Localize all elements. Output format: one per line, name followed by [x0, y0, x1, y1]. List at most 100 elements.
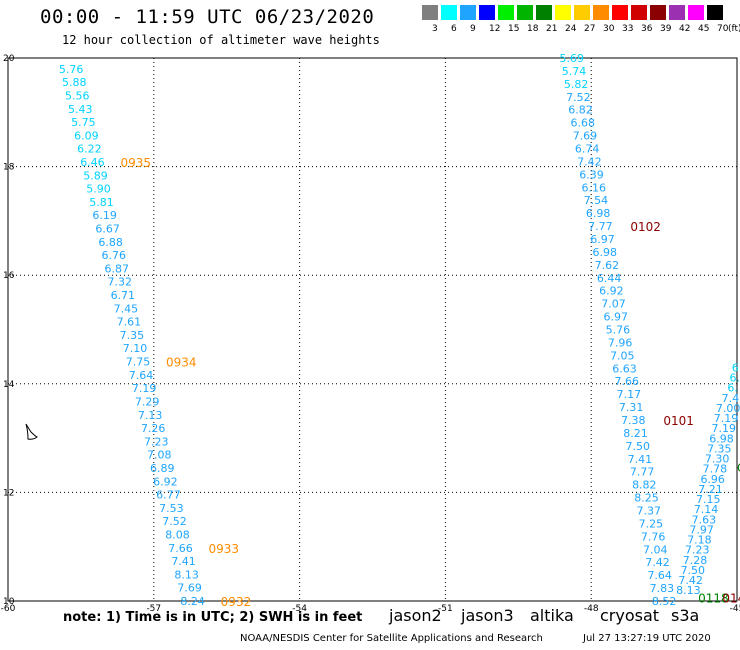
wave-height-value: 7.17	[617, 388, 642, 401]
color-swatch-70	[707, 5, 723, 20]
wave-height-value: 7.21	[698, 483, 723, 496]
wave-height-value: 7.76	[641, 530, 666, 543]
legend-mission-jason2: jason2	[389, 606, 442, 625]
wave-height-value: 6.16	[581, 181, 606, 194]
wave-height-value: 7.78	[703, 463, 728, 476]
wave-height-value: 7.63	[692, 513, 717, 526]
wave-height-value: 7.19	[714, 412, 739, 425]
lon-tick-label: -60	[1, 604, 16, 614]
wave-height-value: 7.50	[625, 440, 650, 453]
color-scale-label: 36	[641, 24, 653, 34]
legend-mission-s3a: s3a	[671, 606, 700, 625]
pass-time-label: 0934	[166, 356, 197, 370]
wave-height-value: 7.69	[177, 582, 202, 595]
legend-mission-jason3: jason3	[461, 606, 514, 625]
wave-height-value: 7.31	[619, 401, 644, 414]
wave-height-value: 7.29	[135, 395, 160, 408]
wave-height-value: 7.64	[129, 369, 154, 382]
color-swatch-18	[517, 5, 533, 20]
wave-height-value: 5.56	[65, 89, 90, 102]
wave-height-value: 6.63	[612, 362, 637, 375]
legend-mission-altika: altika	[530, 606, 574, 625]
color-scale-label: 9	[470, 24, 476, 34]
wave-height-value: 7.52	[162, 515, 187, 528]
island-outline	[25, 423, 38, 440]
wave-height-value: 6.98	[592, 246, 617, 259]
wave-height-value: 5.82	[564, 78, 589, 91]
wave-height-value: 6.19	[92, 209, 117, 222]
wave-height-value: 7.77	[630, 466, 655, 479]
wave-height-value: 7.64	[647, 569, 672, 582]
color-swatch-15	[498, 5, 514, 20]
lat-tick-label: 14	[3, 380, 15, 390]
wave-height-value: 5.76	[59, 63, 84, 76]
lat-tick-label: 18	[3, 163, 15, 173]
wave-height-value: 5.74	[562, 65, 587, 78]
wave-height-value: 5.89	[83, 169, 108, 182]
wave-height-value: 7.52	[566, 91, 591, 104]
wave-height-value: 6.92	[599, 285, 624, 298]
color-swatch-6	[441, 5, 457, 20]
wave-height-value: 7.25	[639, 517, 664, 530]
color-swatch-24	[555, 5, 571, 20]
color-scale-unit: (ft)	[728, 24, 740, 34]
page-subtitle: 12 hour collection of altimeter wave hei…	[62, 33, 380, 47]
color-swatch-12	[479, 5, 495, 20]
lat-tick-label: 10	[3, 597, 15, 607]
wave-height-value: 7.10	[123, 342, 148, 355]
wave-height-value: 6.97	[590, 233, 615, 246]
pass-time-label: 0118	[698, 591, 729, 605]
credit-line: NOAA/NESDIS Center for Satellite Applica…	[240, 633, 543, 644]
wave-height-value: 7.00	[716, 402, 740, 415]
wave-height-value: 7.07	[601, 298, 626, 311]
wave-height-value: 6.68	[571, 117, 596, 130]
wave-height-value: 7.18	[687, 534, 712, 547]
wave-height-value: 7.41	[171, 555, 196, 568]
wave-height-value: 7.38	[621, 414, 646, 427]
wave-height-value: 6.44	[597, 272, 622, 285]
wave-height-value: 7.23	[685, 544, 710, 557]
wave-height-value: 7.61	[117, 316, 142, 329]
color-swatch-21	[536, 5, 552, 20]
wave-height-value: 7.77	[588, 220, 613, 233]
wave-height-value: 6.74	[575, 143, 600, 156]
color-scale-label: 6	[451, 24, 457, 34]
wave-height-value: 8.24	[180, 595, 205, 608]
wave-height-value: 8.82	[632, 479, 657, 492]
wave-height-value: 5.75	[71, 116, 96, 129]
wave-height-value: 6.97	[603, 311, 628, 324]
color-swatch-27	[574, 5, 590, 20]
wave-height-value: 6.89	[150, 462, 175, 475]
wave-height-value: 7.83	[650, 582, 675, 595]
color-scale-label: 33	[622, 24, 634, 34]
lon-tick-label: -54	[292, 604, 307, 614]
pass-time-label: 0935	[120, 156, 151, 170]
wave-height-value: 8.13	[676, 584, 701, 597]
color-swatch-39	[650, 5, 666, 20]
wave-height-value: 7.62	[595, 259, 620, 272]
pass-time-label: 0932	[221, 595, 252, 609]
wave-height-value: 7.35	[707, 442, 732, 455]
wave-height-value: 5.76	[606, 324, 631, 337]
color-scale-label: 15	[508, 24, 520, 34]
wave-height-value: 6.39	[579, 168, 604, 181]
legend-mission-cryosat: cryosat	[600, 606, 660, 625]
wave-height-value: 6.	[727, 382, 738, 395]
wave-height-value: 7.15	[696, 493, 721, 506]
color-scale-label: 45	[698, 24, 710, 34]
wave-height-value: 7.66	[614, 375, 639, 388]
wave-height-value: 7.97	[689, 523, 714, 536]
wave-height-value: 6.98	[586, 207, 611, 220]
color-scale-label: 18	[527, 24, 539, 34]
wave-height-value: 6.88	[98, 236, 123, 249]
pass-time-label: C	[737, 461, 740, 475]
color-scale-label: 39	[660, 24, 672, 34]
wave-height-value: 7.4	[722, 392, 740, 405]
color-swatch-33	[612, 5, 628, 20]
wave-height-value: 8.13	[174, 568, 199, 581]
wave-height-value: 7.35	[120, 329, 145, 342]
wave-height-value: 7.14	[694, 503, 719, 516]
color-swatch-36	[631, 5, 647, 20]
wave-height-value: 5.43	[68, 103, 93, 116]
